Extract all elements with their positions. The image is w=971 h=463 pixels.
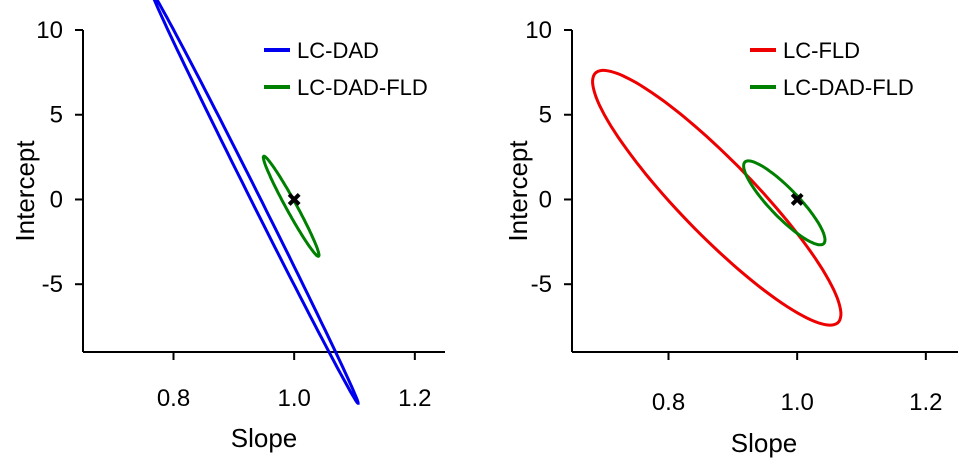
y-tick-label: -5 [42, 271, 63, 298]
ellipse-lc-dad [152, 0, 360, 405]
x-tick-label: 1.0 [277, 385, 310, 412]
ticks: 0.8 1.0 1.2 -5 0 5 10 [36, 17, 431, 412]
x-tick-label: 1.0 [780, 389, 813, 416]
y-tick-label: -5 [531, 271, 552, 298]
y-tick-label: 5 [539, 102, 552, 129]
ticks: 0.8 1.0 1.2 -5 0 5 10 [525, 17, 942, 416]
y-axis-label: Intercept [503, 140, 533, 242]
legend-label: LC-DAD-FLD [783, 75, 914, 100]
legend-label: LC-FLD [783, 38, 860, 63]
legend: LC-DAD LC-DAD-FLD [264, 38, 428, 100]
legend-label: LC-DAD-FLD [297, 75, 428, 100]
y-tick-label: 10 [525, 17, 552, 44]
ellipse-lc-fld [591, 68, 843, 327]
x-tick-label: 1.2 [909, 389, 942, 416]
ellipse-lc-dad-fld [742, 159, 827, 247]
y-tick-label: 0 [50, 186, 63, 213]
legend: LC-FLD LC-DAD-FLD [750, 38, 914, 100]
x-axis-label: Slope [731, 428, 798, 458]
y-tick-label: 5 [50, 102, 63, 129]
axes [82, 30, 445, 353]
y-axis-label: Intercept [10, 140, 40, 242]
x-tick-label: 0.8 [157, 385, 190, 412]
x-tick-label: 0.8 [652, 389, 685, 416]
chart-right: 0.8 1.0 1.2 -5 0 5 10 LC-FLD LC-DAD-FLD Slope I… [503, 17, 958, 458]
reference-marker-group [287, 193, 301, 206]
series-group [591, 68, 843, 327]
reference-marker-group [790, 193, 804, 206]
chart-left: 0.8 1.0 1.2 -5 0 5 10 LC-DAD LC-DAD-FLD Slope I… [10, 0, 445, 453]
series-group [152, 0, 360, 405]
x-axis-label: Slope [231, 423, 298, 453]
ellipse-lc-dad-fld [261, 154, 321, 258]
x-tick-label: 1.2 [398, 385, 431, 412]
reference-marker-stroke [287, 193, 301, 206]
y-tick-label: 0 [539, 186, 552, 213]
reference-marker-stroke [790, 193, 804, 206]
legend-label: LC-DAD [297, 38, 379, 63]
y-tick-label: 10 [36, 17, 63, 44]
axes [571, 30, 958, 353]
